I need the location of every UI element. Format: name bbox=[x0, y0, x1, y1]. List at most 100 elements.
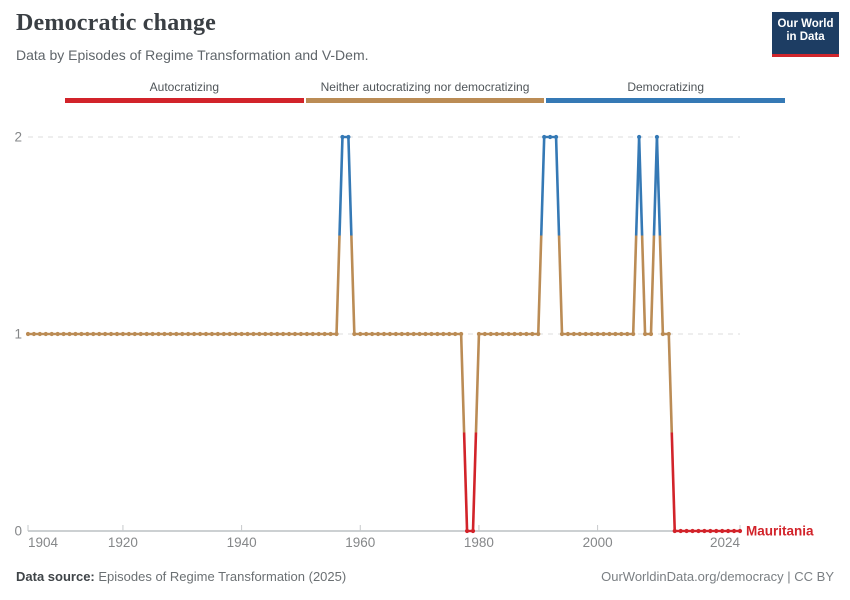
owid-logo[interactable]: Our World in Data bbox=[772, 12, 839, 57]
data-point-1985 bbox=[506, 331, 511, 337]
data-point-1993 bbox=[553, 134, 559, 140]
data-point-2000 bbox=[595, 331, 600, 337]
data-point-1917 bbox=[103, 331, 108, 337]
data-point-1962 bbox=[370, 331, 375, 337]
legend-item-democratizing[interactable]: Democratizing bbox=[546, 80, 786, 103]
data-point-1975 bbox=[447, 331, 452, 337]
legend-item-neither[interactable]: Neither autocratizing nor democratizing bbox=[305, 80, 545, 103]
data-point-1966 bbox=[393, 331, 398, 337]
data-point-1926 bbox=[156, 331, 161, 337]
data-point-1924 bbox=[144, 331, 149, 337]
data-point-1991 bbox=[542, 134, 547, 140]
x-tick-label-2000: 2000 bbox=[583, 535, 613, 550]
y-tick-label-2: 2 bbox=[14, 130, 22, 145]
data-point-1919 bbox=[114, 331, 120, 337]
data-point-2002 bbox=[607, 331, 612, 337]
entity-label-mauritania[interactable]: Mauritania bbox=[746, 524, 814, 539]
data-point-1953 bbox=[316, 331, 321, 337]
owid-logo-line2: in Data bbox=[786, 31, 825, 43]
data-point-2009 bbox=[648, 331, 654, 337]
data-point-1961 bbox=[364, 331, 369, 337]
x-tick-label-1960: 1960 bbox=[345, 535, 375, 550]
data-point-2003 bbox=[613, 331, 618, 337]
series-transition-upper bbox=[658, 235, 665, 335]
data-source-note: Data source: Episodes of Regime Transfor… bbox=[16, 569, 346, 584]
legend-label: Autocratizing bbox=[149, 80, 220, 94]
data-point-1946 bbox=[275, 331, 280, 337]
series-transition-lower bbox=[667, 333, 674, 433]
series-transition-lower bbox=[655, 136, 662, 236]
chart-footer: Data source: Episodes of Regime Transfor… bbox=[16, 569, 834, 584]
data-point-1957 bbox=[340, 134, 345, 140]
data-point-2001 bbox=[601, 331, 606, 337]
data-point-2021 bbox=[720, 528, 725, 534]
series-transition-lower bbox=[631, 235, 638, 335]
data-point-1928 bbox=[168, 331, 173, 337]
data-point-1915 bbox=[91, 331, 96, 337]
data-point-1943 bbox=[257, 331, 262, 337]
data-point-1954 bbox=[322, 331, 327, 337]
series-transition-lower bbox=[459, 333, 466, 433]
data-point-1933 bbox=[197, 331, 203, 337]
data-point-1955 bbox=[328, 331, 333, 337]
page-title: Democratic change bbox=[16, 10, 216, 36]
series-transition-upper bbox=[350, 235, 356, 335]
data-point-1945 bbox=[269, 331, 274, 337]
data-point-2022 bbox=[726, 528, 731, 534]
legend-item-autocratizing[interactable]: Autocratizing bbox=[65, 80, 304, 103]
data-point-1927 bbox=[162, 331, 167, 337]
data-point-1935 bbox=[209, 331, 215, 337]
data-point-2008 bbox=[642, 331, 648, 337]
data-point-1948 bbox=[286, 331, 292, 337]
chart-subtitle: Data by Episodes of Regime Transformatio… bbox=[16, 47, 369, 63]
data-source-text: Episodes of Regime Transformation (2025) bbox=[94, 569, 347, 584]
series-transition-upper bbox=[557, 235, 564, 335]
data-point-1958 bbox=[346, 134, 351, 140]
data-point-1965 bbox=[387, 331, 393, 337]
data-point-1997 bbox=[577, 331, 582, 337]
data-point-1970 bbox=[417, 331, 422, 337]
data-point-1909 bbox=[55, 331, 60, 337]
data-point-1913 bbox=[79, 331, 84, 337]
legend-label: Neither autocratizing nor democratizing bbox=[320, 80, 530, 94]
data-point-1940 bbox=[239, 331, 244, 337]
data-point-1920 bbox=[120, 331, 126, 337]
data-point-1999 bbox=[589, 331, 594, 337]
license-credit-link[interactable]: OurWorldinData.org/democracy | CC BY bbox=[601, 569, 834, 584]
data-point-1992 bbox=[548, 134, 553, 140]
legend-color-bar bbox=[65, 98, 304, 103]
data-point-2013 bbox=[672, 528, 677, 534]
data-point-1981 bbox=[482, 331, 487, 337]
data-point-1938 bbox=[227, 331, 232, 337]
data-point-1973 bbox=[435, 331, 440, 337]
data-point-1956 bbox=[334, 331, 339, 337]
data-point-1931 bbox=[186, 331, 191, 337]
data-point-1949 bbox=[292, 331, 298, 337]
data-point-2018 bbox=[702, 528, 707, 534]
data-point-1904 bbox=[25, 331, 31, 337]
data-point-2020 bbox=[714, 528, 719, 534]
legend-color-bar bbox=[305, 98, 545, 103]
data-point-1905 bbox=[31, 331, 37, 337]
data-point-1976 bbox=[453, 331, 458, 337]
data-point-1925 bbox=[150, 331, 155, 337]
data-point-1998 bbox=[583, 331, 588, 337]
data-point-1974 bbox=[441, 331, 446, 337]
data-point-2015 bbox=[684, 528, 689, 534]
data-point-1929 bbox=[174, 331, 179, 337]
data-point-2014 bbox=[678, 528, 683, 534]
data-point-2005 bbox=[625, 331, 630, 337]
x-tick-label-1980: 1980 bbox=[464, 535, 494, 550]
series-transition-lower bbox=[554, 136, 561, 236]
series-transition-lower bbox=[471, 432, 478, 532]
y-tick-label-1: 1 bbox=[14, 327, 22, 342]
data-point-1984 bbox=[500, 331, 505, 337]
x-tick-label-1904: 1904 bbox=[28, 535, 59, 550]
data-point-1916 bbox=[97, 331, 102, 337]
x-tick-label-1920: 1920 bbox=[108, 535, 138, 550]
x-tick-label-1940: 1940 bbox=[227, 535, 257, 550]
data-point-1980 bbox=[476, 331, 482, 337]
data-point-1942 bbox=[251, 331, 256, 337]
